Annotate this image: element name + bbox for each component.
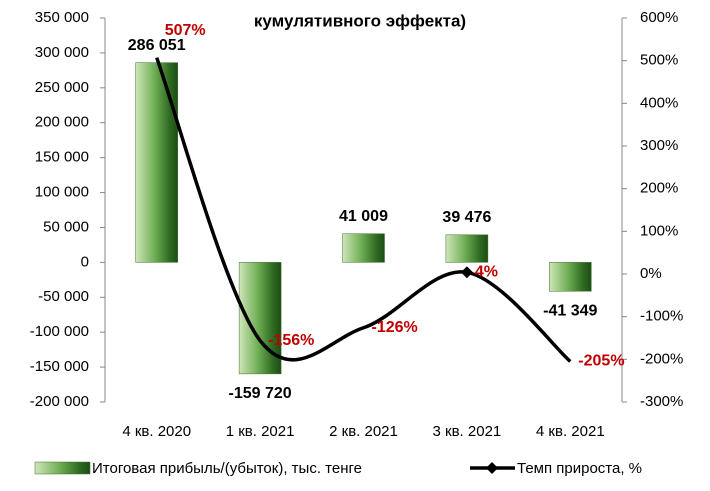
- bar-value-label: -41 349: [543, 302, 597, 319]
- y-tick-label: 300 000: [35, 44, 89, 61]
- y2-tick-label: -300%: [640, 393, 683, 410]
- line-marker: [460, 266, 473, 279]
- y-tick-label: 100 000: [35, 184, 89, 201]
- y2-tick-label: 100%: [640, 222, 678, 239]
- chart-title: кумулятивного эффекта): [254, 11, 466, 30]
- legend-swatch: [34, 461, 91, 475]
- line-value-label: -156%: [268, 332, 314, 349]
- y-tick-label: 350 000: [35, 9, 89, 26]
- bar-value-label: 39 476: [442, 209, 491, 226]
- y2-tick-label: 300%: [640, 137, 678, 154]
- bar-value-label: 41 009: [339, 208, 388, 225]
- bar: [135, 62, 178, 263]
- x-tick-label: 2 кв. 2021: [329, 423, 398, 440]
- y-tick-label: 250 000: [35, 79, 89, 96]
- legend-label: Итоговая прибыль/(убыток), тыс. тенге: [92, 460, 362, 477]
- y2-tick-label: 600%: [640, 9, 678, 26]
- y-tick-label: -200 000: [30, 393, 89, 410]
- y2-tick-label: 200%: [640, 180, 678, 197]
- x-tick-label: 4 кв. 2020: [122, 423, 191, 440]
- bar-value-label: 286 051: [128, 37, 186, 54]
- legend-label: Темп прироста, %: [517, 460, 642, 477]
- bar: [549, 262, 592, 292]
- y2-tick-label: 400%: [640, 94, 678, 111]
- x-tick-label: 3 кв. 2021: [433, 423, 502, 440]
- y-tick-label: 0: [81, 253, 89, 270]
- y-tick-label: -50 000: [38, 288, 89, 305]
- y2-tick-label: 500%: [640, 52, 678, 69]
- y-tick-label: 150 000: [35, 149, 89, 166]
- bar: [342, 233, 385, 263]
- y-tick-label: 200 000: [35, 114, 89, 131]
- y-tick-label: -150 000: [30, 358, 89, 375]
- legend-swatch: [486, 462, 498, 474]
- y2-tick-label: -200%: [640, 350, 683, 367]
- bar: [445, 234, 489, 263]
- line-value-label: -126%: [372, 319, 418, 336]
- x-tick-label: 4 кв. 2021: [536, 423, 605, 440]
- y2-tick-label: -100%: [640, 308, 683, 325]
- line-value-label: -205%: [578, 353, 624, 370]
- y-tick-label: 50 000: [43, 218, 89, 235]
- line-value-label: 4%: [475, 264, 498, 281]
- y2-tick-label: 0%: [640, 265, 662, 282]
- line-value-label: 507%: [165, 22, 206, 39]
- bar-value-label: -159 720: [229, 385, 292, 402]
- x-tick-label: 1 кв. 2021: [226, 423, 295, 440]
- line: [155, 57, 572, 363]
- y-tick-label: -100 000: [30, 323, 89, 340]
